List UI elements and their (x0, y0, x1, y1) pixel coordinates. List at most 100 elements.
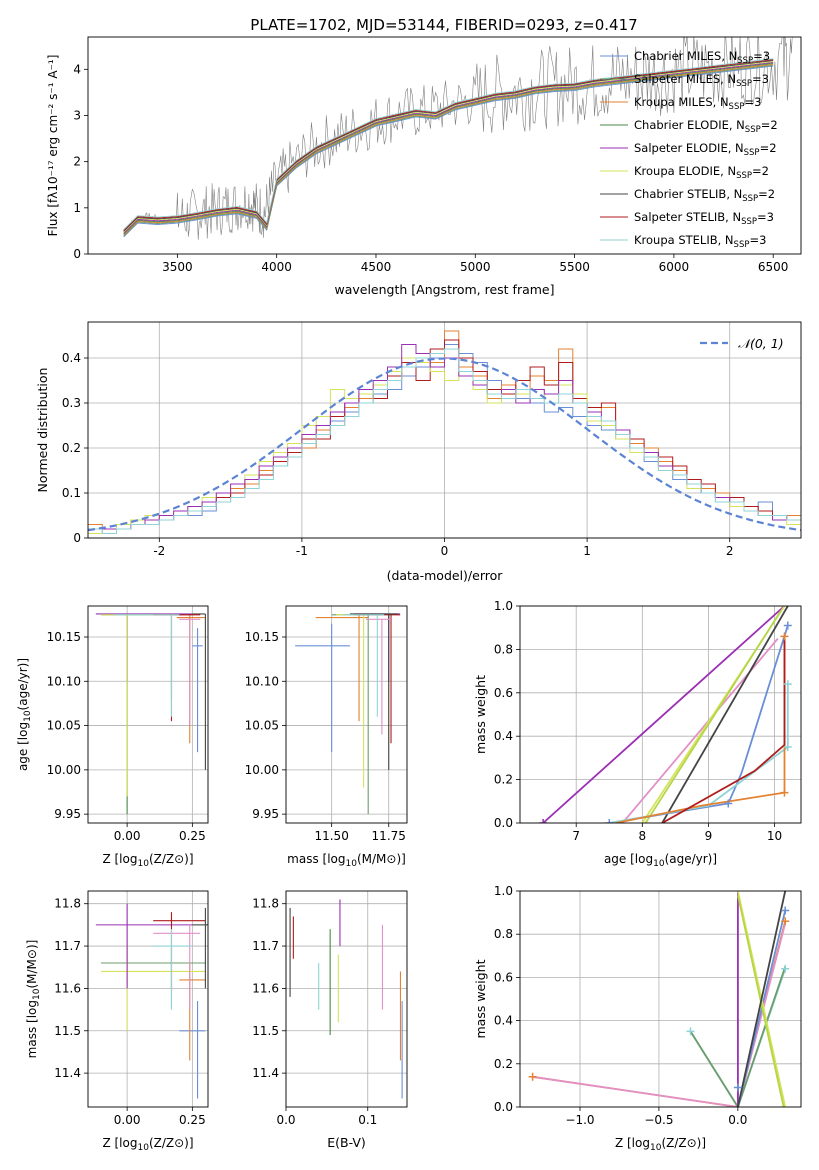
mass-age-xtick-label: 11.50 (314, 829, 348, 843)
z-weight-ytick-label: 0.6 (494, 970, 513, 984)
age-weight-ytick-label: 0.6 (494, 686, 513, 700)
mass-z-ytick-label: 11.6 (54, 981, 81, 995)
z-weight-xlabel-sub: 10 (650, 1143, 662, 1153)
model-line-2 (123, 63, 774, 236)
spectrum-ytick-label: 1 (73, 201, 81, 215)
z-age-ytick-label: 10.00 (47, 763, 81, 777)
z-weight-marker-3 (781, 917, 790, 926)
z-weight-ytick-label: 0.0 (494, 1100, 513, 1114)
model-line-7 (123, 59, 774, 231)
legend-entry-8: Kroupa STELIB, NSSP=3 (634, 233, 766, 250)
residuals-ytick-label: 0 (73, 531, 81, 545)
legend-entry-main: Chabrier MILES, N (634, 49, 737, 63)
histogram-5 (88, 348, 801, 534)
legend-entry-tail: =2 (758, 187, 775, 201)
mass-age-frame (285, 605, 408, 824)
mass-z-xlabel-sub: 10 (137, 1143, 149, 1153)
z-weight-frame (519, 890, 802, 1108)
z-weight-xlabel: Z [log10(Z/Z⊙)] (615, 1136, 706, 1153)
spectrum-ylabel: Flux [fλ10⁻¹⁷ erg cm⁻² s⁻¹ A⁻¹] (46, 55, 60, 237)
z-weight-xtick-label: −1.0 (565, 1113, 594, 1127)
residuals-plot (88, 330, 801, 534)
z-age-xtick-label: 0.00 (114, 829, 141, 843)
z-age-ylabel-sub: 10 (23, 710, 33, 722)
residuals-ytick-label: 0.4 (62, 351, 81, 365)
mass-age-xlabel-sub: 10 (346, 859, 358, 869)
mass-ebv-ytick-label: 11.7 (252, 939, 279, 953)
legend-entry-sub: SSP (734, 240, 750, 250)
age-weight-line-3 (644, 609, 782, 823)
legend-entry-main: Salpeter STELIB, N (634, 210, 741, 224)
z-weight-line-1 (532, 923, 787, 1107)
mass-z-axes: 0.00 0.25 11.4 11.5 11.6 11.7 11.8 (54, 891, 208, 1127)
age-weight-marker-0 (783, 621, 792, 630)
residuals-ylabel: Normed distribution (35, 368, 50, 493)
model-line-3 (123, 62, 774, 235)
age-weight-ylabel: mass weight (473, 675, 488, 754)
spectrum-ytick-label: 2 (73, 155, 81, 169)
legend-entry-main: Kroupa ELODIE, N (634, 164, 736, 178)
z-age-ylabel: age [log10(age/yr)] (16, 658, 33, 771)
mass-ebv-xtick-label: 0.1 (358, 1113, 377, 1127)
model-line-8 (123, 58, 774, 230)
age-weight-line-0 (542, 606, 786, 823)
age-weight-xlabel: age [log10(age/yr)] (604, 852, 717, 869)
legend-entry-tail: =2 (760, 141, 777, 155)
legend-entry-main: Chabrier STELIB, N (634, 187, 742, 201)
legend-entry-tail: =2 (752, 164, 769, 178)
z-weight-ytick-label: 0.8 (494, 927, 513, 941)
mass-z-plot (95, 903, 208, 1099)
legend-entry-sub: SSP (744, 148, 760, 158)
legend-entry-4: Salpeter ELODIE, NSSP=2 (634, 141, 777, 158)
z-weight-marker-1 (686, 1027, 695, 1036)
mass-age-xlabel-main: mass [log (287, 852, 345, 866)
mass-age-ytick-label: 9.95 (252, 807, 279, 821)
mass-ebv-plot (289, 899, 403, 1099)
mass-z-ytick-label: 11.7 (54, 939, 81, 953)
z-weight-marker-2 (781, 906, 790, 915)
z-weight-marker-4 (781, 964, 790, 973)
mass-ebv-xlabel: E(B-V) (327, 1135, 366, 1150)
residuals-ytick-label: 0.2 (62, 441, 81, 455)
legend-entry-sub: SSP (736, 171, 752, 181)
mass-z-ylabel-tail: (M/M⊙)] (25, 940, 39, 989)
residuals-ytick-label: 0.1 (62, 486, 81, 500)
legend-entry-main: Chabrier ELODIE, N (634, 118, 745, 132)
legend-entry-7: Salpeter STELIB, NSSP=3 (634, 210, 774, 227)
residuals-frame (87, 321, 802, 539)
z-age-xlabel-main: Z [log (102, 852, 137, 866)
z-weight-ytick-label: 0.4 (494, 1014, 513, 1028)
age-weight-xtick-label: 10 (767, 829, 782, 843)
legend-entry-tail: =2 (761, 118, 778, 132)
spectrum-axes: 3500 4000 4500 5000 5500 6000 6500 0 1 2 3 4 (73, 62, 788, 274)
mass-z-ylabel-main: mass [log (25, 1000, 39, 1058)
spectrum-xtick-label: 5000 (460, 260, 491, 274)
z-age-xlabel-sub: 10 (137, 859, 149, 869)
age-weight-marker-1 (605, 819, 614, 823)
mass-z-ylabel-sub: 10 (32, 988, 42, 1000)
model-line-0 (123, 65, 774, 238)
legend-entry-main: Kroupa MILES, N (634, 95, 729, 109)
mass-z-ytick-label: 11.8 (54, 897, 81, 911)
legend-entry-tail: =3 (757, 210, 774, 224)
z-age-ylabel-main: age [log (16, 722, 30, 771)
legend-entry-tail: =3 (749, 233, 766, 247)
z-age-frame (87, 605, 209, 824)
age-weight-ytick-label: 1.0 (494, 599, 513, 613)
age-weight-marker-6 (724, 799, 733, 808)
age-weight-ytick-label: 0.0 (494, 816, 513, 830)
legend-entry-tail: =3 (753, 49, 770, 63)
residuals-xtick-label: 1 (583, 544, 591, 558)
mass-z-ytick-label: 11.4 (54, 1066, 81, 1080)
legend-entry-main: Salpeter MILES, N (634, 72, 736, 86)
legend-entry-sub: SSP (741, 217, 757, 227)
spectrum-xtick-label: 6500 (758, 260, 789, 274)
reference-legend-label: 𝒩(0, 1) (738, 336, 784, 351)
z-weight-ytick-label: 1.0 (494, 884, 513, 898)
z-weight-axes: −1.0 −0.5 0.0 0.0 0.2 0.4 0.6 0.8 1.0 (494, 884, 801, 1127)
mass-age-plot (295, 613, 401, 815)
spectrum-ytick-label: 3 (73, 108, 81, 122)
z-age-axes: 0.00 0.25 9.95 10.00 10.05 10.10 10.15 (47, 606, 208, 843)
mass-age-axes: 11.50 11.75 9.95 10.00 10.05 10.10 10.15 (245, 606, 407, 843)
age-weight-xtick-label: 8 (638, 829, 646, 843)
